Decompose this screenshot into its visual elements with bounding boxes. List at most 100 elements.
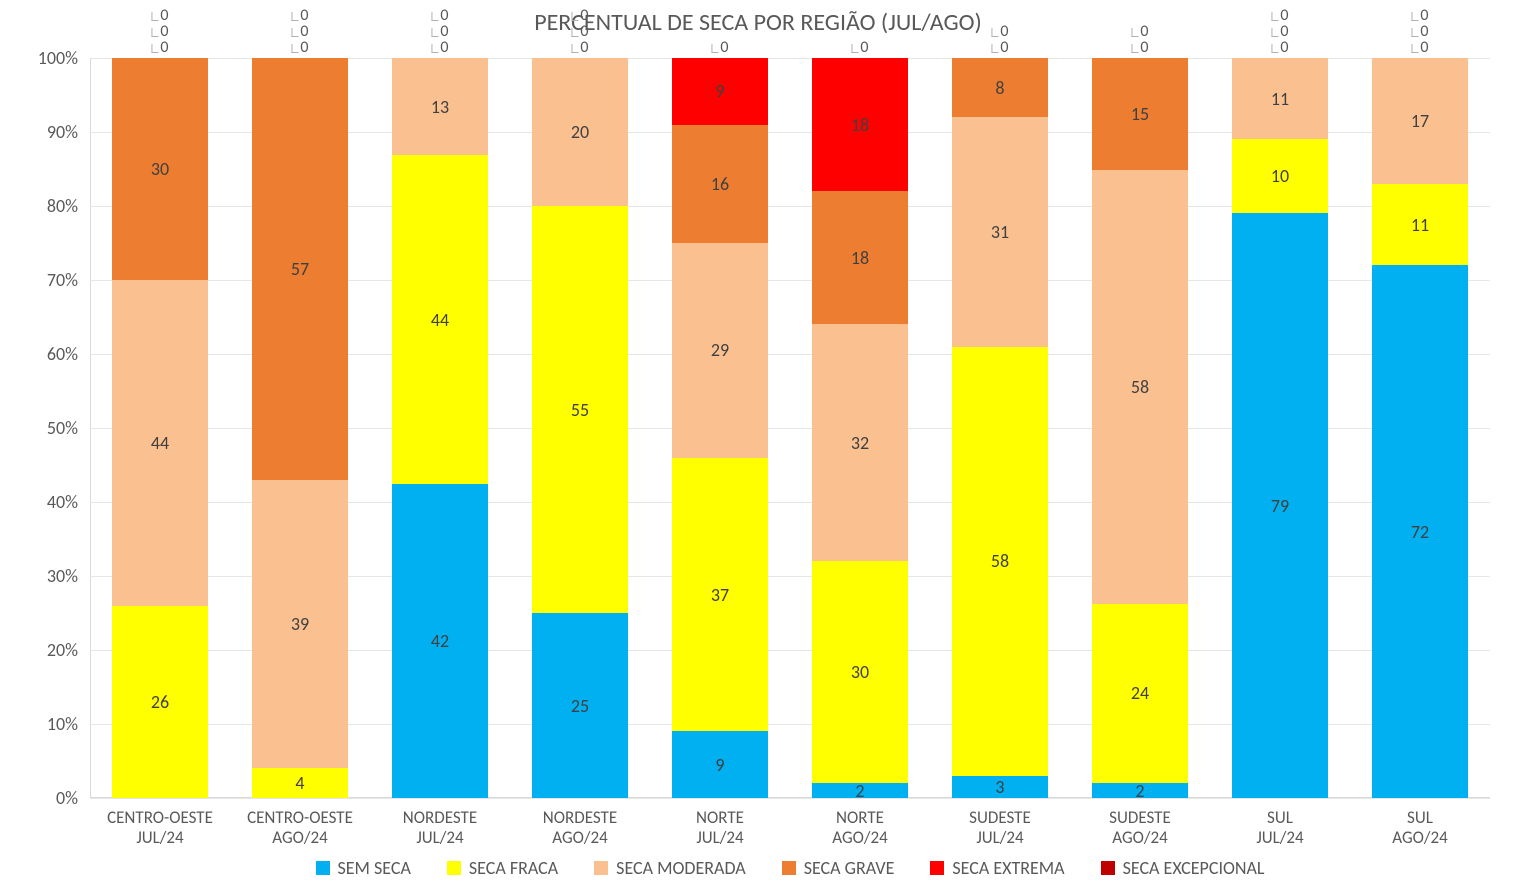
bar-segment-label: 30 (851, 661, 869, 683)
zero-callout-stack: 000 (1411, 8, 1428, 56)
drought-chart: PERCENTUAL DE SECA POR REGIÃO (JUL/AGO) … (0, 0, 1516, 890)
bar-segment-label: 11 (1271, 88, 1289, 110)
bar-segment-seca-moderada: 31 (952, 117, 1047, 346)
bar-segment-label: 72 (1411, 521, 1429, 543)
bar-segment-label: 55 (571, 399, 589, 421)
bar-group: 937291690NORTEJUL/24 (672, 58, 767, 798)
legend-label: SEM SECA (338, 857, 411, 879)
y-tick-label: 20% (47, 639, 78, 661)
bar-group: 224581500SUDESTEAGO/24 (1092, 58, 1187, 798)
bar-segment-label: 10 (1271, 165, 1289, 187)
bar-segment-label: 37 (711, 584, 729, 606)
bar-segment-label: 20 (571, 121, 589, 143)
bar-segment-seca-fraca: 10 (1232, 139, 1327, 213)
legend-swatch (782, 861, 796, 875)
bar-segment-label: 31 (991, 221, 1009, 243)
zero-callout-stack: 000 (431, 8, 448, 56)
legend-label: SECA GRAVE (804, 857, 895, 879)
bar-segment-sem-seca: 3 (952, 776, 1047, 798)
bar-group: 2303218180NORTEAGO/24 (812, 58, 907, 798)
bar-segment-seca-fraca: 11 (1372, 184, 1467, 265)
bar-segment-sem-seca: 42 (392, 484, 487, 798)
bar-segment-seca-moderada: 58 (1092, 170, 1187, 604)
x-category-label: SUDESTEAGO/24 (1078, 808, 1202, 849)
bar-segment-seca-moderada: 11 (1232, 58, 1327, 139)
zero-callout-stack: 00 (1131, 24, 1148, 56)
bar-segment-seca-fraca: 4 (252, 768, 347, 798)
y-tick-label: 100% (38, 47, 78, 69)
y-tick-label: 40% (47, 491, 78, 513)
zero-callout-label: 0 (440, 38, 448, 57)
bar-segment-seca-moderada: 32 (812, 324, 907, 561)
bar-segment-label: 42 (431, 630, 449, 652)
legend-item-seca-fraca: SECA FRACA (447, 857, 558, 879)
zero-callout-label: 0 (160, 38, 168, 57)
legend-item-seca-grave: SECA GRAVE (782, 857, 895, 879)
legend-swatch (316, 861, 330, 875)
bar-segment-label: 18 (851, 247, 869, 269)
bar-segment-label: 26 (151, 691, 169, 713)
bar-segment-label: 32 (851, 432, 869, 454)
bar-segment-seca-grave: 16 (672, 125, 767, 243)
bar-segment-seca-fraca: 30 (812, 561, 907, 783)
bar-segment-label: 44 (431, 309, 449, 331)
zero-callout-stack: 00 (991, 24, 1008, 56)
bar-group: 35831800SUDESTEJUL/24 (952, 58, 1047, 798)
zero-callout-label: 0 (720, 38, 728, 57)
bar-segment-seca-extrema: 9 (672, 58, 767, 125)
x-category-label: SUDESTEJUL/24 (938, 808, 1062, 849)
bar-segment-label: 30 (151, 158, 169, 180)
legend-label: SECA EXCEPCIONAL (1123, 857, 1265, 879)
bar-segment-seca-fraca: 26 (112, 606, 207, 798)
zero-callout-label: 0 (1140, 38, 1148, 57)
bar-segment-label: 57 (291, 258, 309, 280)
legend-label: SECA EXTREMA (952, 857, 1064, 879)
zero-callout-stack: 000 (571, 8, 588, 56)
bar-segment-sem-seca: 2 (1092, 783, 1187, 798)
bar-segment-label: 11 (1411, 214, 1429, 236)
bar-segment-sem-seca: 9 (672, 731, 767, 798)
legend-swatch (594, 861, 608, 875)
zero-callout-label: 0 (1280, 38, 1288, 57)
bar-segment-label: 4 (295, 772, 304, 794)
bar-segment-label: 9 (715, 754, 724, 776)
bar-group: 721117000SULAGO/24 (1372, 58, 1467, 798)
bar-segment-seca-fraca: 44 (392, 155, 487, 484)
bar-segment-label: 18 (851, 114, 869, 136)
y-tick-label: 30% (47, 565, 78, 587)
bar-segment-seca-moderada: 13 (392, 58, 487, 155)
x-category-label: CENTRO-OESTEAGO/24 (238, 808, 362, 849)
bar-segment-sem-seca: 72 (1372, 265, 1467, 798)
bar-segment-label: 8 (995, 77, 1004, 99)
zero-callout-label: 0 (300, 38, 308, 57)
chart-title: PERCENTUAL DE SECA POR REGIÃO (JUL/AGO) (0, 8, 1516, 37)
bar-segment-seca-fraca: 55 (532, 206, 627, 613)
bar-segment-seca-grave: 18 (812, 191, 907, 324)
bar-segment-seca-fraca: 58 (952, 347, 1047, 776)
bar-segment-seca-extrema: 18 (812, 58, 907, 191)
bar-segment-sem-seca: 25 (532, 613, 627, 798)
bar-segment-seca-moderada: 39 (252, 480, 347, 769)
bar-segment-sem-seca: 2 (812, 783, 907, 798)
x-category-label: NORTEJUL/24 (658, 808, 782, 849)
y-tick-label: 80% (47, 195, 78, 217)
gridline (90, 798, 1490, 799)
bar-segment-label: 79 (1271, 495, 1289, 517)
x-category-label: SULAGO/24 (1358, 808, 1482, 849)
zero-callout-label: 0 (1420, 38, 1428, 57)
bar-segment-label: 17 (1411, 110, 1429, 132)
bar-segment-seca-moderada: 29 (672, 243, 767, 458)
bar-group: 791011000SULJUL/24 (1232, 58, 1327, 798)
y-tick-label: 60% (47, 343, 78, 365)
legend-item-sem-seca: SEM SECA (316, 857, 411, 879)
legend-label: SECA FRACA (469, 857, 558, 879)
y-tick-label: 10% (47, 713, 78, 735)
bar-segment-label: 58 (991, 550, 1009, 572)
bar-segment-label: 15 (1131, 103, 1149, 125)
legend: SEM SECASECA FRACASECA MODERADASECA GRAV… (90, 857, 1490, 880)
plot-area: 0%10%20%30%40%50%60%70%80%90%100%2644300… (90, 58, 1490, 798)
bar-group: 424413000NORDESTEJUL/24 (392, 58, 487, 798)
bar-segment-seca-fraca: 24 (1092, 604, 1187, 783)
bar-segment-label: 3 (995, 776, 1004, 798)
zero-callout-stack: 0 (711, 40, 728, 56)
